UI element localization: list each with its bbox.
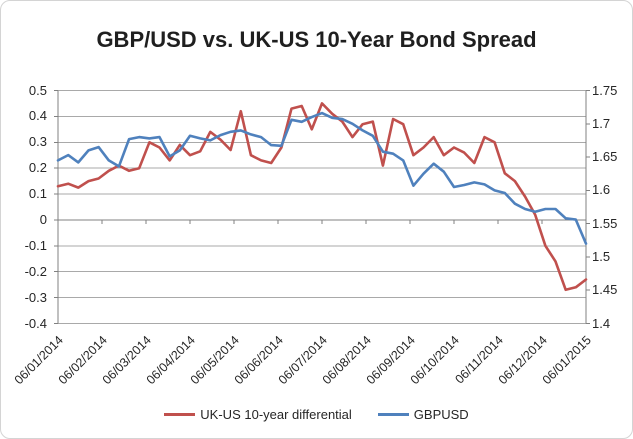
y-axis-right-tick-label: 1.65 (592, 149, 618, 165)
legend: UK-US 10-year differential GBPUSD (1, 407, 632, 422)
y-axis-right-tick-label: 1.45 (592, 282, 618, 298)
y-axis-left-tick-label: 0.4 (28, 108, 47, 124)
legend-label-gbpusd: GBPUSD (413, 407, 469, 422)
y-axis-right-tick-label: 1.7 (592, 115, 611, 131)
y-axis-left-tick-label: 0.2 (28, 160, 47, 176)
legend-item-gbpusd: GBPUSD (377, 407, 469, 422)
series-line-differential (56, 102, 588, 292)
y-axis-left-tick-label: 0 (39, 211, 47, 227)
y-axis-left-tick-label: -0.4 (24, 315, 47, 331)
legend-item-differential: UK-US 10-year differential (164, 407, 352, 422)
y-axis-left-tick-label: 0.5 (28, 82, 47, 98)
y-axis-left-tick-label: 0.3 (28, 134, 47, 150)
y-axis-right-tick-label: 1.55 (592, 215, 618, 231)
legend-label-differential: UK-US 10-year differential (200, 407, 352, 422)
y-axis-right-tick-label: 1.75 (592, 82, 618, 98)
y-axis-left-tick-label: -0.2 (24, 263, 47, 279)
differential-line-swatch (164, 413, 196, 416)
gbpusd-line-swatch (377, 413, 409, 416)
y-axis-right-tick-label: 1.5 (592, 248, 611, 264)
chart-title: GBP/USD vs. UK-US 10-Year Bond Spread (96, 27, 537, 52)
y-axis-left-tick-label: 0.1 (28, 186, 47, 202)
y-axis-right-tick-label: 1.6 (592, 182, 611, 198)
y-axis-left-tick-label: -0.1 (24, 237, 47, 253)
series-line-gbpusd (56, 111, 588, 245)
y-axis-left-tick-label: -0.3 (24, 289, 47, 305)
y-axis-right-tick-label: 1.4 (592, 315, 611, 331)
